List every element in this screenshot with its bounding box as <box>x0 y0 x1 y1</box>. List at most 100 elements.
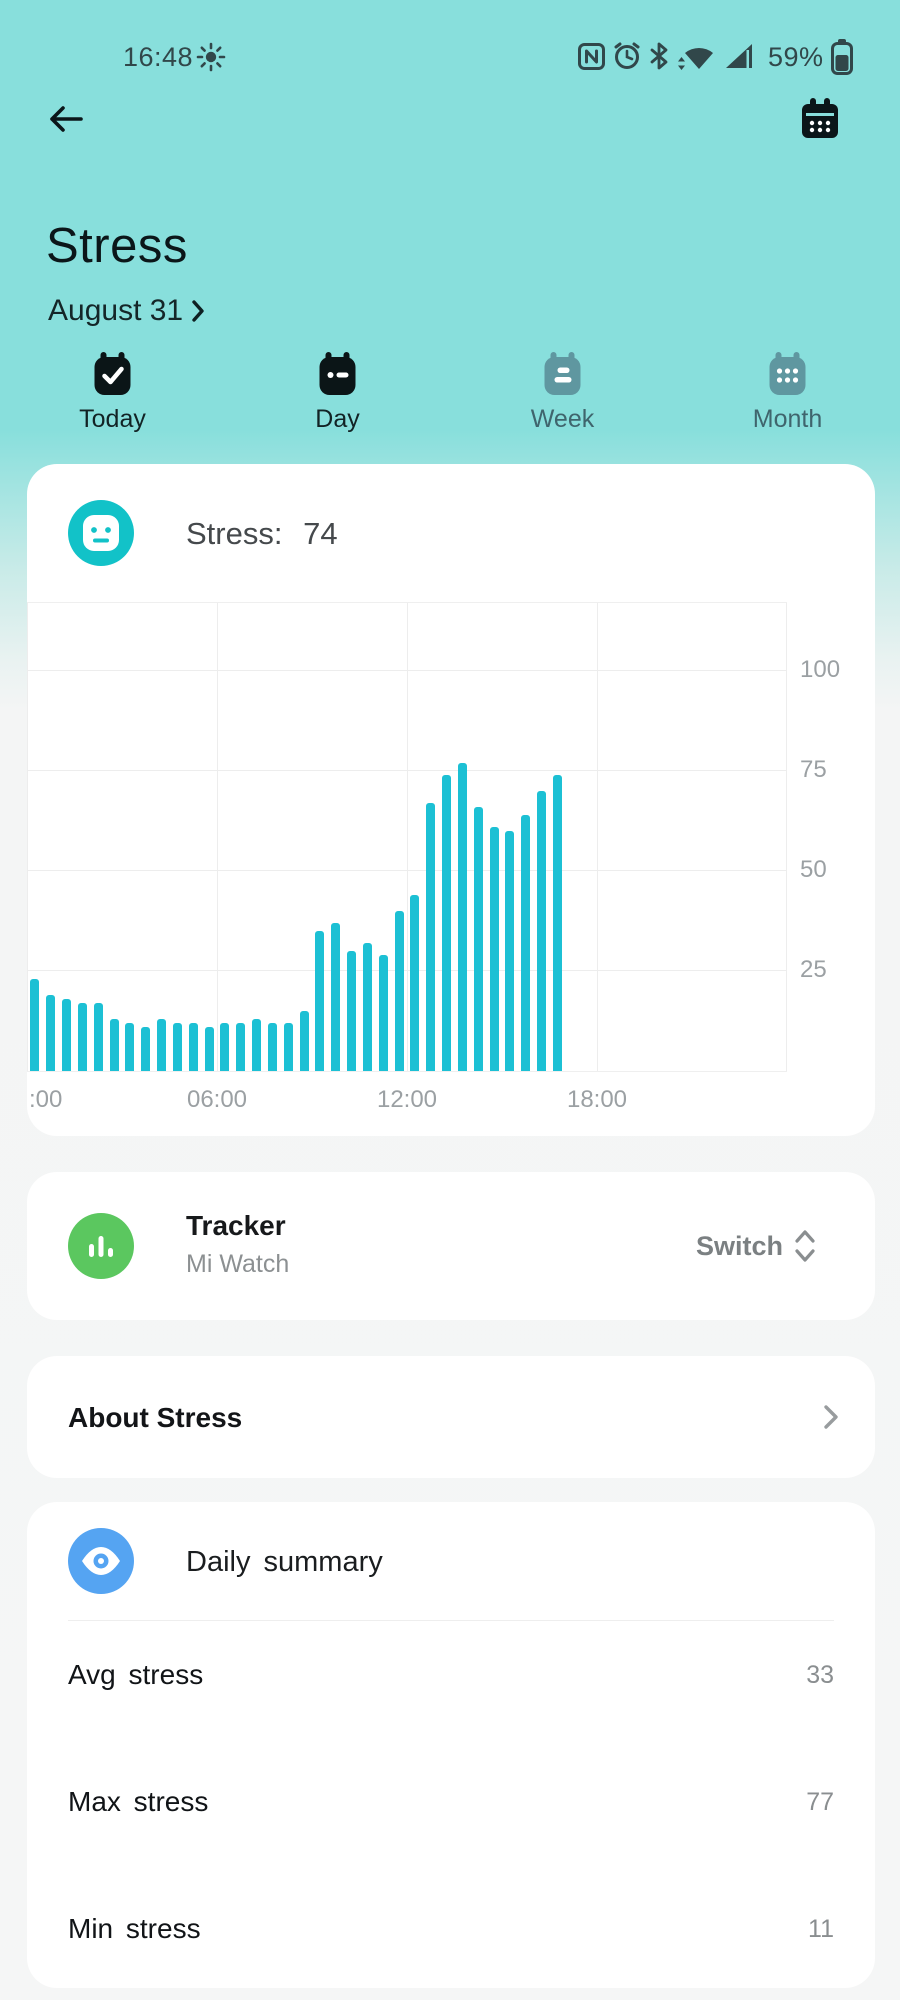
stress-chart-card: Stress: 74 25 50 75 100 :00 06:00 12:00 18:00 <box>27 464 875 1136</box>
stress-bar <box>331 923 341 1071</box>
battery-percent: 59% <box>768 42 824 72</box>
summary-row-label: Avg stress <box>68 1659 204 1690</box>
stress-bar <box>252 1019 262 1071</box>
battery-icon <box>831 39 853 75</box>
chevron-right-icon <box>192 300 204 322</box>
status-bar: 16:48 <box>0 38 900 80</box>
back-arrow-icon[interactable] <box>48 104 84 134</box>
date-label: August 31 <box>48 294 184 327</box>
stress-bar <box>378 955 388 1071</box>
stress-bar <box>93 1003 103 1071</box>
alarm-icon <box>614 42 640 69</box>
stress-bar <box>394 911 404 1071</box>
daily-summary-title: Daily summary <box>186 1546 383 1578</box>
stress-bar <box>552 775 562 1071</box>
tracker-card: Tracker Mi Watch Switch <box>27 1172 875 1320</box>
stress-bar <box>267 1023 277 1071</box>
tab-month[interactable]: Month <box>675 352 900 434</box>
stress-chart-plot[interactable] <box>27 602 787 1072</box>
current-stress-label: Stress: <box>186 516 283 551</box>
current-stress: Stress: 74 <box>186 516 338 552</box>
stress-bar <box>521 815 531 1071</box>
switch-label: Switch <box>695 1230 783 1261</box>
about-stress-label: About Stress <box>68 1402 243 1433</box>
divider <box>68 1620 834 1621</box>
tab-label: Day <box>315 405 360 433</box>
stress-bar <box>489 827 499 1071</box>
tab-today[interactable]: Today <box>0 352 225 434</box>
gridline-vertical <box>407 603 408 1071</box>
calendar-month-icon <box>769 352 806 395</box>
stress-bar <box>188 1023 198 1071</box>
calendar-check-icon <box>94 352 131 395</box>
gridline-horizontal <box>27 970 787 971</box>
about-stress-card[interactable]: About Stress <box>27 1356 875 1478</box>
tab-label: Month <box>752 405 823 433</box>
tab-day[interactable]: Day <box>225 352 450 434</box>
tracker-bars-icon <box>68 1213 134 1279</box>
date-selector[interactable]: August 31 <box>48 294 205 328</box>
eye-icon <box>68 1528 134 1594</box>
calendar-icon[interactable] <box>800 98 840 140</box>
summary-row: Avg stress 33 <box>68 1658 834 1692</box>
y-tick-label: 25 <box>800 956 827 983</box>
x-tick-label: 18:00 <box>566 1086 628 1113</box>
gridline-horizontal <box>27 770 787 771</box>
gridline-vertical <box>786 603 787 1071</box>
summary-row-value: 33 <box>806 1660 834 1689</box>
stress-bar <box>46 995 56 1071</box>
summary-row-value: 77 <box>806 1787 834 1816</box>
wifi-icon <box>678 47 713 70</box>
stress-bar <box>315 931 325 1071</box>
stress-bar <box>473 807 483 1071</box>
stress-bar <box>442 775 452 1071</box>
stress-bar <box>236 1023 246 1071</box>
stress-bar <box>204 1027 214 1071</box>
switch-tracker-button[interactable]: Switch <box>696 1228 817 1264</box>
y-tick-label: 75 <box>800 756 827 783</box>
stress-bar <box>125 1023 135 1071</box>
gridline-vertical <box>597 603 598 1071</box>
y-tick-label: 50 <box>800 856 827 883</box>
tab-label: Week <box>530 405 595 433</box>
stress-bar <box>141 1027 151 1071</box>
x-tick-label: :00 <box>29 1086 63 1113</box>
tab-week[interactable]: Week <box>450 352 675 434</box>
switch-chevrons-icon <box>795 1230 815 1262</box>
stress-bar <box>457 763 467 1071</box>
signal-icon <box>726 44 752 68</box>
tracker-title: Tracker <box>186 1210 286 1241</box>
status-time: 16:48 <box>123 42 194 72</box>
stress-bar <box>362 943 372 1071</box>
stress-bar <box>410 895 420 1071</box>
calendar-day-icon <box>319 352 356 395</box>
page-title: Stress <box>46 219 188 273</box>
stress-bar <box>157 1019 167 1071</box>
daily-summary-card: Daily summary Avg stress 33 Max stress 77 Mi… <box>27 1502 875 1988</box>
x-tick-label: 12:00 <box>376 1086 438 1113</box>
tracker-subtitle: Mi Watch <box>186 1250 290 1278</box>
chevron-right-icon <box>824 1405 838 1429</box>
x-tick-label: 06:00 <box>186 1086 248 1113</box>
stress-bar <box>347 951 357 1071</box>
stress-bar <box>172 1023 182 1071</box>
gridline-vertical <box>27 603 28 1071</box>
y-tick-label: 100 <box>800 656 841 683</box>
stress-bar <box>62 999 72 1071</box>
stress-bar <box>505 831 515 1071</box>
stress-bar <box>283 1023 293 1071</box>
nfc-icon <box>578 43 605 70</box>
summary-row: Min stress 11 <box>68 1912 834 1946</box>
stress-bar <box>299 1011 309 1071</box>
tab-label: Today <box>79 405 146 433</box>
summary-row: Max stress 77 <box>68 1785 834 1819</box>
stress-bar <box>537 791 547 1071</box>
gridline-horizontal <box>27 870 787 871</box>
summary-row-label: Min stress <box>68 1913 201 1944</box>
stress-bar <box>109 1019 119 1071</box>
summary-row-value: 11 <box>808 1914 834 1943</box>
stress-bar <box>426 803 436 1071</box>
brightness-icon <box>196 42 226 72</box>
current-stress-value: 74 <box>303 516 338 551</box>
